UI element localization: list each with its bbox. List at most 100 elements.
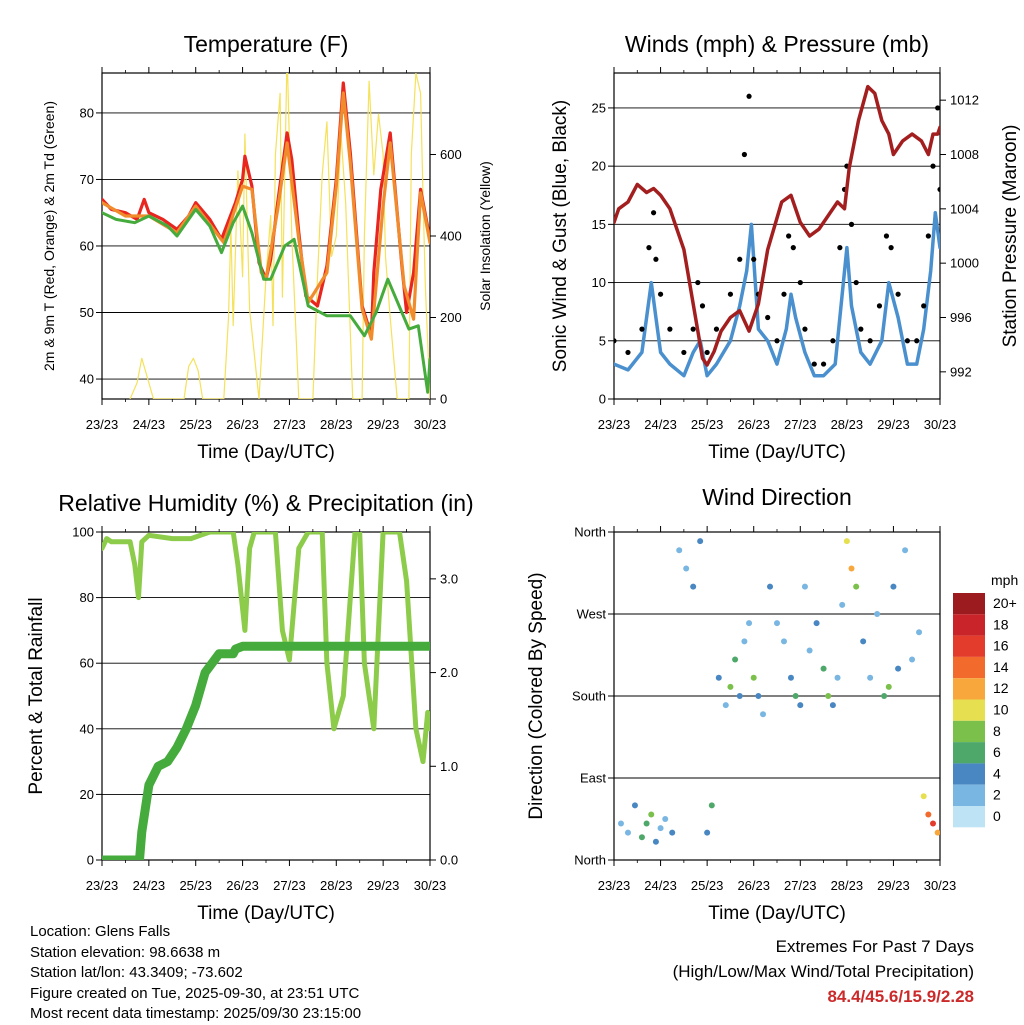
direction-point [662,816,669,822]
direction-point [881,693,888,699]
plot-frame [613,72,941,400]
x-tick-label: 29/23 [367,417,400,432]
x-tick-label: 27/23 [273,878,306,893]
legend-swatch [953,742,985,764]
gust-point [727,291,734,297]
y-tick-label: West [577,607,607,622]
gust-point [876,303,883,309]
legend-swatch [953,720,985,743]
y-axis-label-right: Solar Insolation (Yellow) [477,161,493,311]
legend-swatch [953,699,985,721]
gust-point [625,349,631,356]
gust-point [751,256,757,262]
legend-swatch [953,614,985,636]
direction-point [829,702,836,709]
direction-point [902,547,909,554]
x-axis-label: Time (Day/UTC) [197,442,335,463]
chart-title: Wind Direction [702,484,852,510]
gust-point [774,338,780,344]
direction-point [885,683,892,690]
y-tick-label-right: 200 [440,310,462,325]
y-tick-label: 60 [80,238,94,253]
direction-point [755,693,762,699]
direction-point [925,811,932,818]
direction-point [825,693,832,699]
gust-point [786,233,792,239]
x-tick-label: 23/23 [86,878,119,893]
legend-swatch [953,593,985,615]
x-tick-label: 30/23 [924,417,957,432]
sonic-wind-line [614,210,940,378]
legend-label: 10 [993,702,1009,718]
direction-point [916,629,923,636]
y-tick-label: 0 [599,392,606,407]
extremes-title: Extremes For Past 7 Days [775,937,974,956]
gust-point [930,163,936,169]
direction-point [648,811,655,818]
gust-point [867,338,873,344]
gust-point [650,210,657,216]
recent-timestamp-text: Most recent data timestamp: 2025/09/30 2… [30,1005,362,1022]
direction-point [839,601,846,608]
legend-swatch [953,806,985,828]
gust-point [895,291,901,297]
y-tick-label: South [572,689,606,704]
gust-point [695,279,701,286]
total-precip-line [102,641,430,860]
solar-insolation-line [129,73,430,399]
relative-humidity-line [102,532,430,765]
gust-point [830,338,836,344]
direction-point [708,802,715,809]
gust-point [937,186,940,193]
gust-point [837,245,843,251]
direction-point [774,620,780,627]
direction-point [624,829,631,836]
direction-point [780,638,787,645]
y-tick-label: 70 [80,172,94,187]
x-tick-label: 29/23 [877,878,910,893]
speed-legend: mph 20+ 18 16 14 12 10 8 6 4 2 0 [953,572,1018,828]
extremes-subtitle: (High/Low/Max Wind/Total Precipitation) [672,962,974,981]
gust-point [667,326,673,332]
created-text: Figure created on Tue, 2025-09-30, at 23… [30,984,360,1002]
y-axis-label: 2m & 9m T (Red, Orange) & 2m Td (Green) [41,101,57,371]
elevation-text: Station elevation: 98.6638 m [30,943,221,961]
direction-point [853,583,860,590]
legend-swatch [953,784,985,806]
direction-point [813,620,820,627]
direction-point [843,538,850,545]
y-tick-label: North [574,525,606,540]
gust-point [921,303,927,309]
location-text: Location: Glens Falls [30,923,171,940]
x-tick-label: 24/23 [133,878,166,893]
y-tick-label-right: 0 [440,392,447,407]
y-tick-label: 40 [80,372,94,387]
station-info: Location: Glens Falls Station elevation:… [30,922,361,1025]
legend-swatch [953,635,985,657]
legend-swatch [953,763,985,785]
direction-point [631,802,638,809]
y-tick-label-right: 1004 [950,201,979,216]
direction-point [704,829,711,836]
direction-point [736,693,743,699]
x-tick-label: 23/23 [598,878,631,893]
direction-point [715,674,722,681]
gust-point [802,326,808,332]
direction-point [848,565,855,572]
gust-point [646,245,652,251]
x-tick-label: 27/23 [273,417,306,432]
x-tick-label: 29/23 [877,417,910,432]
y-tick-label: 25 [592,100,606,115]
y-tick-label-right: 1008 [950,147,979,162]
gust-point [737,256,743,262]
x-tick-label: 28/23 [320,417,353,432]
y-tick-label: North [574,853,606,868]
direction-point [669,829,676,836]
y-tick-label: 80 [80,105,94,120]
x-tick-label: 25/23 [179,417,212,432]
gust-point [681,349,687,356]
direction-point [867,674,874,681]
direction-point [834,674,841,681]
x-tick-label: 30/23 [414,878,447,893]
x-axis-label: Time (Day/UTC) [197,903,335,924]
